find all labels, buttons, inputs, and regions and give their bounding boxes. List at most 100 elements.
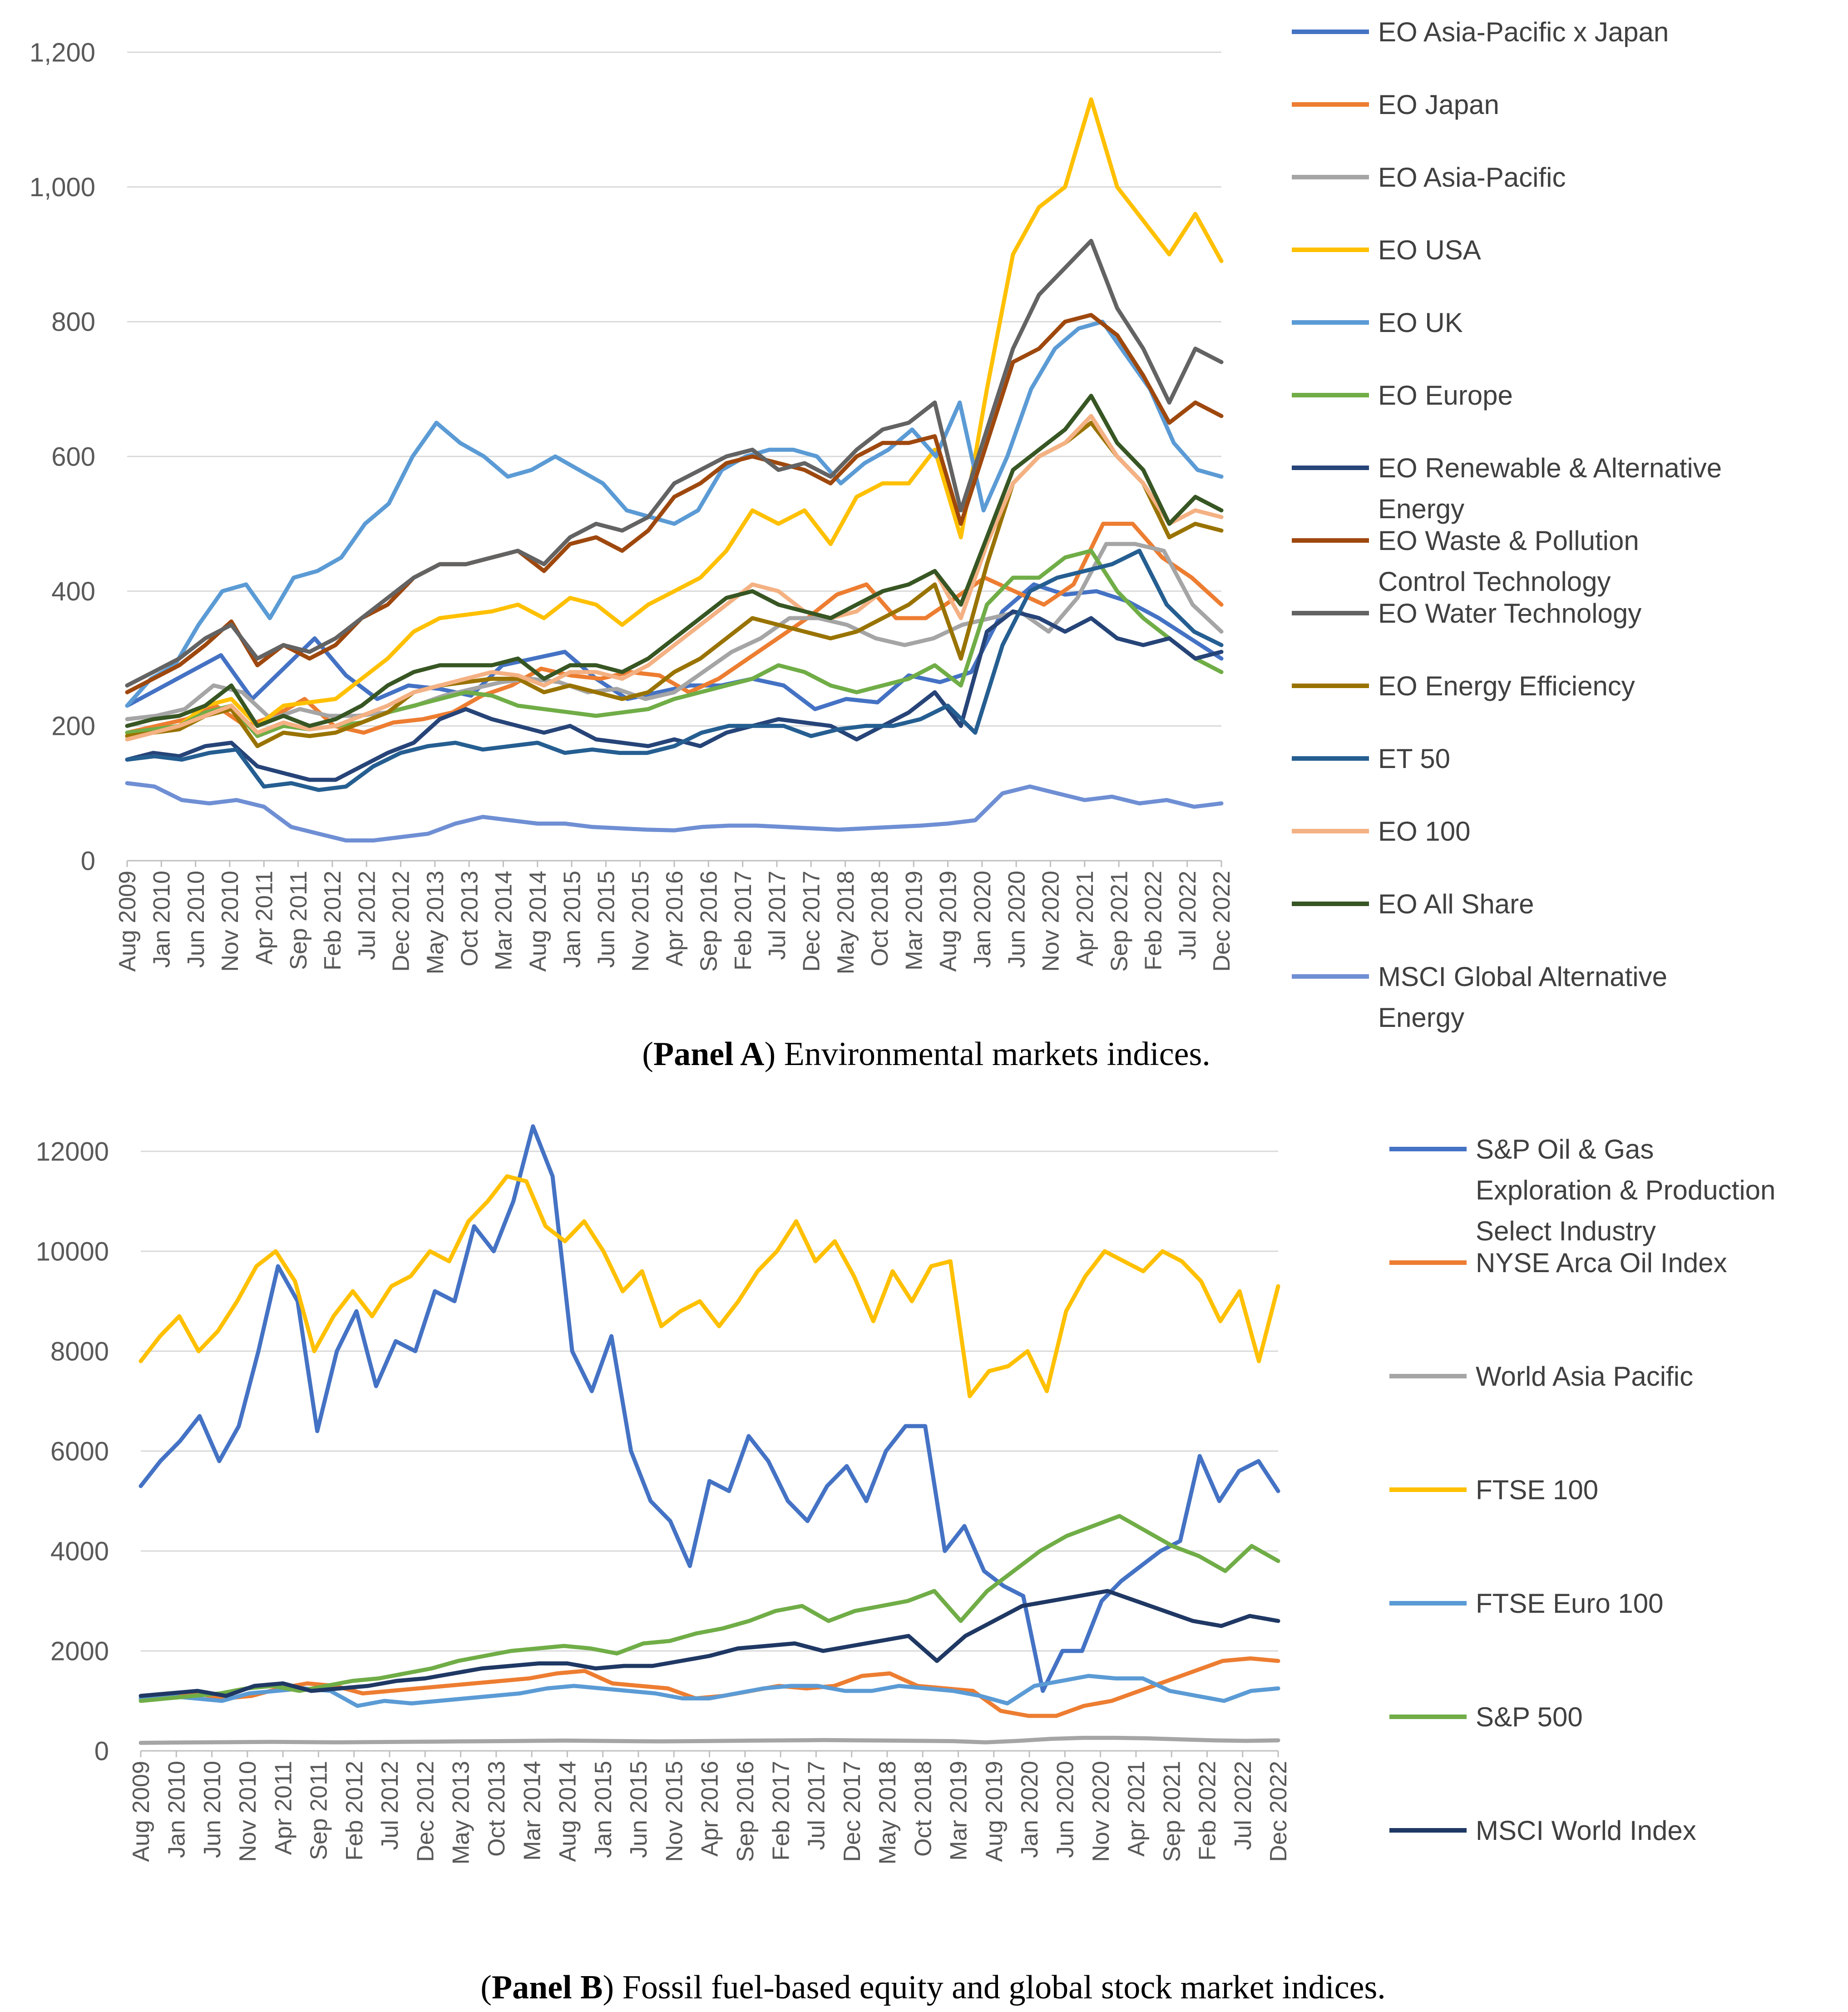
panel-a-y-tick-label: 200 bbox=[51, 712, 95, 741]
panel-a-x-tick-label: Dec 2012 bbox=[388, 871, 415, 972]
panel-a-series-line-eo-usa bbox=[125, 97, 1224, 738]
panel-a-legend-label-eo-renewable-and-alternative-energy: EO Renewable & Alternative Energy bbox=[1378, 453, 1722, 524]
panel-b-x-tick-label: Jan 2020 bbox=[1017, 1761, 1043, 1858]
panel-b-x-tick-label: Mar 2014 bbox=[519, 1761, 545, 1861]
panel-a-x-tick-label: Sep 2011 bbox=[286, 871, 312, 970]
panel-a-legend-label-eo-asia-pacific-x-japan: EO Asia-Pacific x Japan bbox=[1378, 17, 1669, 47]
panel-a-y-tick-label: 400 bbox=[51, 577, 95, 606]
panel-b-x-tick-label: Apr 2011 bbox=[270, 1761, 296, 1855]
panel-a-legend-label-eo-waste-and-pollution-control-technology: EO Waste & Pollution Control Technology bbox=[1378, 525, 1639, 597]
panel-b-x-tick-label: Jun 2015 bbox=[626, 1761, 652, 1858]
panel-b-y-tick-label: 6000 bbox=[50, 1437, 109, 1466]
panel-b-x-tick-label: Nov 2020 bbox=[1088, 1761, 1114, 1862]
panel-b-x-tick-label: Apr 2016 bbox=[697, 1761, 723, 1857]
panel-a-x-tick-label: Jul 2012 bbox=[354, 871, 380, 960]
panel-b-x-tick-label: Sep 2016 bbox=[732, 1761, 759, 1862]
panel-a-x-tick-label: Oct 2013 bbox=[456, 871, 483, 966]
panel-b-x-tick-label: Jun 2010 bbox=[199, 1761, 226, 1858]
panel-b-legend-label-msci-world-index: MSCI World Index bbox=[1476, 1815, 1696, 1846]
panel-a-x-tick-label: Aug 2014 bbox=[525, 871, 551, 972]
panel-b-x-tick-label: Oct 2013 bbox=[484, 1761, 510, 1857]
panel-a-y-tick-label: 1,200 bbox=[30, 38, 95, 67]
panel-b-x-tick-label: Aug 2014 bbox=[555, 1761, 581, 1862]
panel-b-y-tick-label: 10000 bbox=[36, 1237, 109, 1266]
panel-a-x-tick-label: Apr 2021 bbox=[1072, 871, 1098, 966]
panel-a-series-line-eo-waste-and-pollution-control-technology bbox=[125, 313, 1224, 694]
panel-b-x-tick-label: May 2013 bbox=[448, 1761, 474, 1864]
panel-a-x-tick-label: Jun 2015 bbox=[593, 871, 620, 968]
panel-b-x-tick-label: Aug 2009 bbox=[128, 1761, 154, 1862]
panel-a-x-tick-label: Oct 2018 bbox=[867, 871, 893, 966]
panel-a-x-tick-label: Aug 2009 bbox=[114, 871, 141, 972]
panel-b-x-tick-label: Sep 2011 bbox=[306, 1761, 332, 1860]
panel-b-x-tick-label: Dec 2017 bbox=[839, 1761, 865, 1862]
panel-b-legend-label-world-asia-pacific: World Asia Pacific bbox=[1476, 1361, 1693, 1392]
panel-b-chart: 0 2000 4000 6000 8000 10000 12000 Aug 2009 Jan 2… bbox=[36, 1124, 1775, 2006]
panel-b-x-tick-label: Jul 2022 bbox=[1230, 1761, 1256, 1850]
panel-a-x-tick-label: Mar 2014 bbox=[491, 871, 517, 971]
panel-b-legend-label-nyse-arca-oil-index: NYSE Arca Oil Index bbox=[1476, 1248, 1727, 1278]
panel-a-x-tick-label: Nov 2010 bbox=[217, 871, 243, 972]
panel-a-x-tick-label: Feb 2022 bbox=[1141, 871, 1167, 971]
panel-a-x-tick-label: Apr 2016 bbox=[662, 871, 688, 966]
panel-a-x-tick-label: Jun 2010 bbox=[183, 871, 209, 968]
panel-b-x-tick-label: Aug 2019 bbox=[981, 1761, 1008, 1862]
panel-a-series-line-eo-renewable-and-alternative-energy bbox=[125, 609, 1224, 782]
panel-b-series-line-msci-world-index bbox=[138, 1589, 1280, 1698]
panel-a-y-tick-label: 1,000 bbox=[30, 173, 95, 202]
panel-a-x-tick-label: Jan 2010 bbox=[149, 871, 175, 968]
panel-b-x-tick-label: Dec 2012 bbox=[412, 1761, 439, 1862]
panel-a-legend-label-eo-all-share: EO All Share bbox=[1378, 889, 1534, 919]
panel-b-y-tick-label: 2000 bbox=[50, 1636, 109, 1666]
panel-a-legend-label-eo-100: EO 100 bbox=[1378, 816, 1470, 847]
panel-a-legend-label-eo-asia-pacific: EO Asia-Pacific bbox=[1378, 162, 1566, 193]
panel-a-series-line-et-50 bbox=[125, 549, 1224, 792]
panel-b-x-tick-label: Nov 2015 bbox=[661, 1761, 687, 1862]
panel-b-x-tick-label: Feb 2012 bbox=[341, 1761, 368, 1861]
panel-b-x-tick-label: Jan 2010 bbox=[163, 1761, 190, 1858]
panel-b-y-tick-label: 8000 bbox=[50, 1337, 109, 1366]
panel-a-x-tick-label: Jan 2015 bbox=[559, 871, 585, 968]
panel-a-series-line-eo-all-share bbox=[125, 394, 1224, 728]
panel-a-chart: 0 200 400 600 800 1,000 1,200 Aug 2009 Jan 2010 J… bbox=[30, 17, 1722, 1073]
panel-a-series-line-eo-100 bbox=[125, 414, 1224, 742]
panel-b-legend-label-ftse-euro-100: FTSE Euro 100 bbox=[1476, 1588, 1664, 1619]
panel-a-legend-label-et-50: ET 50 bbox=[1378, 743, 1450, 774]
panel-b-x-tick-label: Dec 2022 bbox=[1265, 1761, 1292, 1862]
panel-b-x-tick-label: Feb 2022 bbox=[1195, 1761, 1221, 1861]
panel-a-series-line-eo-asia-pacific bbox=[125, 542, 1224, 721]
panel-a-legend-label-eo-uk: EO UK bbox=[1378, 307, 1463, 338]
panel-a-y-tick-label: 0 bbox=[81, 846, 95, 876]
panel-a-x-tick-label: May 2013 bbox=[422, 871, 449, 974]
panel-b-x-tick-label: Jul 2017 bbox=[804, 1761, 830, 1850]
panel-b-x-tick-label: Nov 2010 bbox=[235, 1761, 261, 1862]
panel-b-series-line-ftse-100 bbox=[138, 1174, 1280, 1398]
panel-a-caption: (Panel A) Environmental markets indices. bbox=[642, 1036, 1211, 1073]
panel-b-x-tick-label: Apr 2021 bbox=[1123, 1761, 1150, 1857]
panel-b-y-tick-label: 12000 bbox=[36, 1137, 109, 1166]
panel-b-y-tick-label: 4000 bbox=[50, 1536, 109, 1566]
panel-b-x-tick-label: Sep 2021 bbox=[1159, 1761, 1185, 1862]
panel-a-x-tick-label: Dec 2022 bbox=[1209, 871, 1235, 972]
panel-a-legend-label-eo-energy-efficiency: EO Energy Efficiency bbox=[1378, 671, 1635, 701]
panel-a-x-tick-label: Jun 2020 bbox=[1003, 871, 1030, 968]
panel-a-x-tick-label: Jul 2017 bbox=[764, 871, 791, 960]
panel-a-legend-label-eo-usa: EO USA bbox=[1378, 235, 1481, 265]
panel-b-caption: (Panel B) Fossil fuel-based equity and g… bbox=[480, 1969, 1386, 2006]
panel-a-x-tick-label: Dec 2017 bbox=[798, 871, 825, 972]
panel-a-y-tick-label: 800 bbox=[51, 307, 95, 337]
panel-a-x-tick-label: May 2018 bbox=[833, 871, 859, 974]
panel-b-legend-label-sandp-500: S&P 500 bbox=[1476, 1702, 1583, 1732]
panel-b-series-line-sandp-500 bbox=[138, 1514, 1280, 1703]
panel-b-x-tick-label: Jan 2015 bbox=[590, 1761, 617, 1858]
panel-a-series-line-msci-global-alternative-energy bbox=[125, 781, 1224, 842]
panel-a-x-tick-label: Aug 2019 bbox=[935, 871, 962, 972]
panel-a-x-tick-label: Jan 2020 bbox=[969, 871, 996, 968]
panel-a-x-tick-label: Sep 2021 bbox=[1106, 871, 1132, 972]
panel-a-legend-label-eo-europe: EO Europe bbox=[1378, 380, 1513, 411]
panel-b-x-tick-label: May 2018 bbox=[875, 1761, 901, 1864]
panel-a-x-tick-label: Jul 2022 bbox=[1175, 871, 1201, 960]
panel-a-x-tick-label: Feb 2012 bbox=[320, 871, 346, 971]
panel-a-x-tick-label: Apr 2011 bbox=[251, 871, 277, 965]
